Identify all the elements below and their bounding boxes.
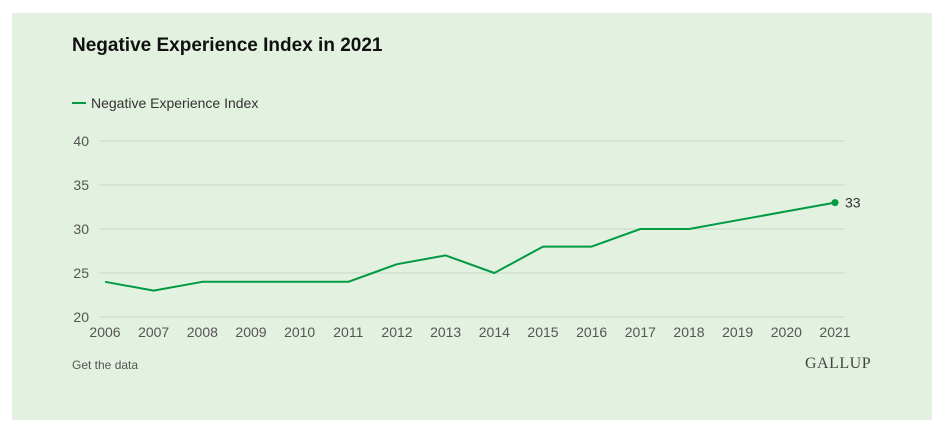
y-tick-label: 35 [73,177,89,193]
x-tick-label: 2014 [479,324,510,340]
legend-swatch [72,102,86,104]
x-tick-label: 2017 [625,324,656,340]
y-tick-label: 30 [73,221,89,237]
chart-legend: Negative Experience Index [72,94,258,112]
x-tick-label: 2013 [430,324,461,340]
gallup-logo: GALLUP [805,355,872,372]
x-tick-label: 2007 [138,324,169,340]
x-tick-label: 2020 [771,324,802,340]
line-chart: 20 25 30 35 40 2006 2007 2008 2009 2010 2011 2012 20… [73,133,861,340]
x-tick-label: 2015 [527,324,558,340]
chart-card: Negative Experience Index in 2021 Negati… [12,13,932,420]
x-tick-label: 2021 [819,324,850,340]
y-tick-label: 40 [73,133,89,149]
x-tick-label: 2011 [333,324,363,340]
end-value-label: 33 [845,195,861,211]
x-tick-label: 2019 [722,324,753,340]
x-tick-label: 2016 [576,324,607,340]
x-tick-label: 2008 [187,324,218,340]
y-tick-label: 20 [73,309,89,325]
series-line [104,201,836,292]
x-tick-label: 2012 [381,324,412,340]
y-tick-label: 25 [73,265,89,281]
legend-label: Negative Experience Index [91,95,259,111]
x-tick-label: 2006 [89,324,120,340]
x-tick-label: 2009 [235,324,266,340]
x-tick-label: 2018 [673,324,704,340]
chart-title: Negative Experience Index in 2021 [72,35,383,56]
get-the-data-link[interactable]: Get the data [72,358,139,372]
x-tick-label: 2010 [284,324,315,340]
end-point-marker [831,199,839,207]
